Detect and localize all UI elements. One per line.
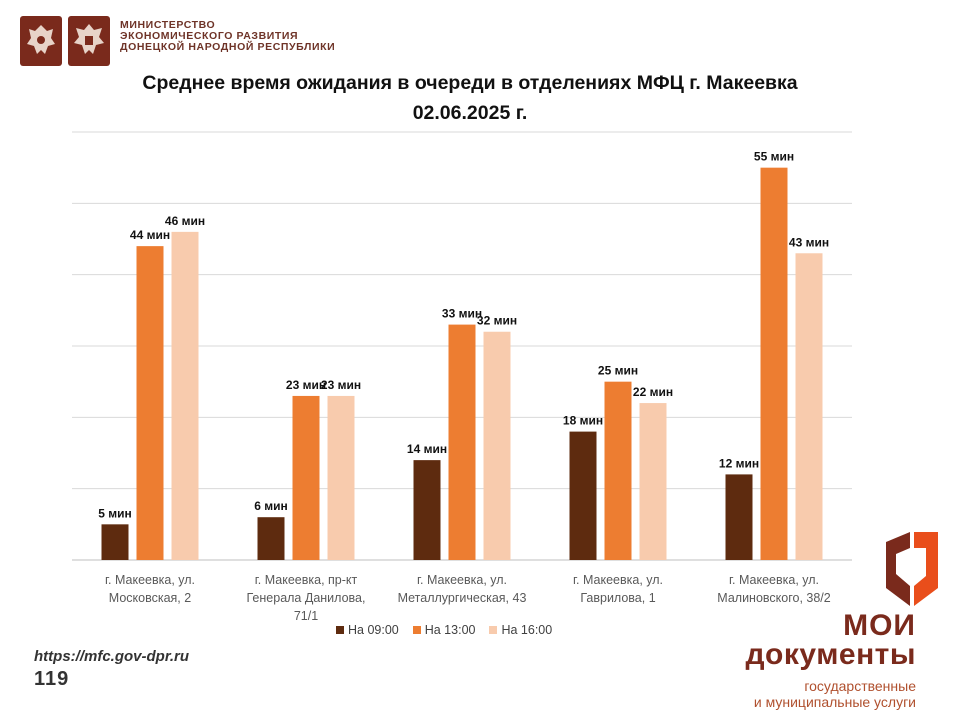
legend-item: На 13:00 (412, 623, 476, 637)
data-label: 14 мин (407, 442, 447, 456)
bar (483, 331, 511, 560)
ministry-line: МИНИСТЕРСТВО (120, 19, 216, 31)
bar (257, 517, 285, 560)
bar (171, 231, 199, 560)
data-label: 46 мин (165, 214, 205, 228)
data-label: 33 мин (442, 307, 482, 321)
bar (604, 381, 632, 560)
x-tick-label: г. Макеевка, пр-кт (255, 573, 358, 587)
ministry-name: МИНИСТЕРСТВО ЭКОНОМИЧЕСКОГО РАЗВИТИЯ ДОН… (120, 20, 335, 53)
legend-label: На 13:00 (424, 623, 476, 637)
chart-title-date: 02.06.2025 г. (412, 102, 528, 124)
data-label: 12 мин (719, 456, 759, 470)
legend-swatch (489, 626, 498, 634)
x-tick-label: Металлургическая, 43 (398, 591, 527, 605)
x-tick-label: г. Макеевка, ул. (573, 573, 663, 587)
bar (795, 253, 823, 560)
bar (136, 246, 164, 560)
bar (569, 431, 597, 560)
russia-emblem-icon (20, 16, 62, 66)
data-label: 18 мин (563, 414, 603, 428)
chart-title: Среднее время ожидания в очереди в отдел… (0, 68, 940, 128)
legend-label: На 16:00 (501, 623, 553, 637)
bar (101, 524, 129, 560)
ministry-line: ЭКОНОМИЧЕСКОГО РАЗВИТИЯ (120, 30, 299, 42)
bar (413, 460, 441, 560)
brand-sub-line: и муниципальные услуги (753, 694, 916, 710)
x-tick-label: Московская, 2 (109, 591, 191, 605)
dpr-emblem-icon (68, 16, 110, 66)
chart-legend: На 09:00 На 13:00 На 16:00 (336, 623, 566, 637)
page-number: 119 (34, 668, 70, 690)
bar (725, 474, 753, 560)
brand-line1: МОИ (843, 609, 916, 642)
bar (327, 395, 355, 560)
data-label: 5 мин (98, 506, 132, 520)
data-label: 22 мин (633, 385, 673, 399)
legend-item: На 09:00 (336, 623, 399, 637)
x-tick-label: Гаврилова, 1 (580, 591, 655, 605)
brand-sub-line: государственные (804, 678, 916, 694)
ministry-line: ДОНЕЦКОЙ НАРОДНОЙ РЕСПУБЛИКИ (120, 41, 336, 53)
footer-url[interactable]: https://mfc.gov-dpr.ru (34, 648, 189, 665)
legend-label: На 09:00 (348, 623, 399, 637)
brand-subtitle: государственные и муниципальные услуги (754, 678, 916, 710)
data-label: 55 мин (754, 150, 794, 164)
chart-title-line: Среднее время ожидания в очереди в отдел… (142, 72, 798, 94)
data-label: 32 мин (477, 314, 517, 328)
x-tick-label: г. Макеевка, ул. (417, 573, 507, 587)
data-label: 6 мин (254, 499, 288, 513)
bar (760, 167, 788, 560)
bar (448, 324, 476, 560)
bar (639, 403, 667, 560)
my-documents-logo-icon (886, 532, 938, 606)
legend-swatch (336, 626, 344, 634)
data-label: 23 мин (286, 378, 326, 392)
brand-name: МОИ документы (745, 609, 916, 671)
brand-line2: документы (745, 638, 916, 671)
header: МИНИСТЕРСТВО ЭКОНОМИЧЕСКОГО РАЗВИТИЯ ДОН… (20, 16, 335, 68)
x-tick-label: Генерала Данилова, (247, 591, 366, 605)
data-label: 23 мин (321, 378, 361, 392)
x-tick-label: 71/1 (294, 609, 318, 623)
data-label: 43 мин (789, 235, 829, 249)
legend-item: На 16:00 (489, 623, 552, 637)
bar (292, 395, 320, 560)
x-tick-label: Малиновского, 38/2 (717, 591, 831, 605)
data-label: 44 мин (130, 228, 170, 242)
legend-swatch (412, 626, 421, 634)
data-label: 25 мин (598, 364, 638, 378)
x-tick-label: г. Макеевка, ул. (105, 573, 195, 587)
x-tick-label: г. Макеевка, ул. (729, 573, 819, 587)
